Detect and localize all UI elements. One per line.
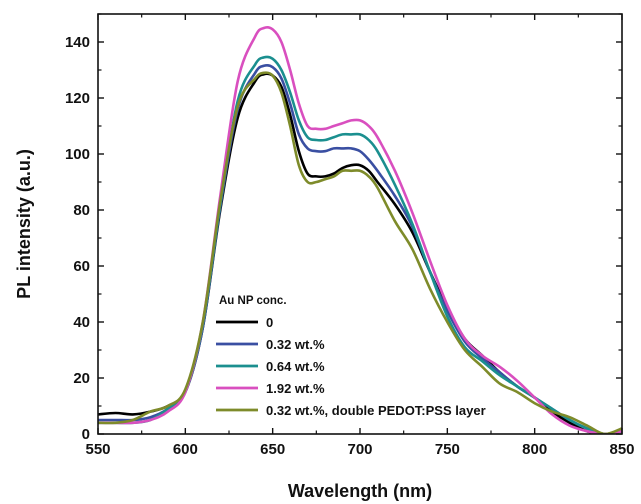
legend-label-4: 0.32 wt.%, double PEDOT:PSS layer [266, 403, 486, 418]
series-group [98, 26, 622, 434]
y-tick-label: 0 [82, 426, 90, 443]
legend-label-3: 1.92 wt.% [266, 381, 325, 396]
series-line-3 [98, 26, 622, 434]
series-line-0 [98, 72, 622, 434]
legend-label-1: 0.32 wt.% [266, 337, 325, 352]
x-axis-title: Wavelength (nm) [288, 481, 432, 501]
x-tick-label: 800 [522, 441, 547, 458]
legend-label-0: 0 [266, 315, 273, 330]
x-tick-label: 600 [173, 441, 198, 458]
series-line-4 [98, 71, 622, 434]
y-tick-label: 20 [73, 370, 90, 387]
legend-label-2: 0.64 wt.% [266, 359, 325, 374]
series-line-2 [98, 55, 622, 434]
y-tick-label: 40 [73, 314, 90, 331]
x-tick-label: 550 [85, 441, 110, 458]
plot-frame [97, 13, 623, 435]
y-tick-label: 140 [65, 34, 90, 51]
axis-group: 550 600 650 700 750 800 850 0 20 40 60 80 100 120 140 [65, 13, 635, 458]
y-tick-label: 80 [73, 202, 90, 219]
x-tick-label: 850 [609, 441, 634, 458]
x-tick-label: 750 [435, 441, 460, 458]
y-tick-label: 100 [65, 146, 90, 163]
x-tick-label: 700 [347, 441, 372, 458]
y-tick-label: 60 [73, 258, 90, 275]
y-tick-label: 120 [65, 90, 90, 107]
y-axis-title: PL intensity (a.u.) [14, 149, 34, 299]
x-tick-label: 650 [260, 441, 285, 458]
legend: Au NP conc. 0 0.32 wt.% 0.64 wt.% 1.92 wt.%… [216, 295, 486, 418]
legend-title: Au NP conc. [219, 295, 287, 307]
